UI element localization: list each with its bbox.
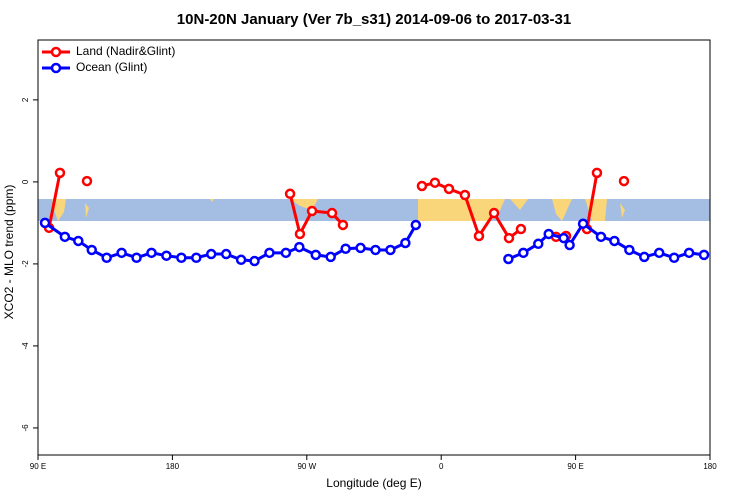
- data-point: [264, 247, 275, 259]
- data-point: [533, 238, 544, 250]
- data-point: [325, 251, 336, 263]
- data-point: [488, 207, 500, 219]
- data-point: [131, 252, 142, 264]
- data-point: [306, 205, 318, 217]
- data-point: [503, 232, 515, 244]
- data-point: [416, 180, 428, 192]
- legend-marker: [50, 46, 62, 58]
- data-point: [337, 219, 349, 231]
- data-point: [73, 235, 84, 247]
- data-point: [618, 175, 630, 187]
- x-tick-label: 180: [703, 462, 717, 471]
- data-point: [639, 251, 650, 263]
- data-point: [161, 250, 172, 261]
- data-point: [355, 242, 366, 254]
- x-tick-label: 0: [439, 462, 444, 471]
- data-point: [518, 247, 529, 259]
- data-point: [698, 249, 710, 261]
- data-point: [624, 244, 635, 256]
- legend-label: Land (Nadir&Glint): [76, 44, 175, 58]
- data-point: [558, 232, 569, 244]
- data-point: [459, 189, 471, 201]
- y-axis-label: XCO2 - MLO trend (ppm): [2, 185, 16, 320]
- data-point: [591, 167, 603, 179]
- data-point: [443, 183, 455, 195]
- data-point: [81, 175, 93, 187]
- data-point: [473, 230, 485, 242]
- data-point: [595, 231, 607, 243]
- legend-marker: [50, 62, 62, 74]
- data-point: [410, 219, 422, 231]
- data-point: [340, 243, 351, 254]
- y-tick-label: -2: [21, 260, 30, 268]
- data-point: [280, 247, 292, 259]
- data-point: [653, 247, 665, 259]
- x-tick-label: 90 E: [567, 462, 583, 471]
- data-point: [310, 249, 322, 261]
- data-point: [503, 253, 514, 265]
- data-point: [176, 252, 187, 264]
- data-point: [515, 223, 527, 235]
- data-point: [39, 217, 51, 229]
- data-point: [683, 247, 695, 259]
- data-point: [400, 237, 411, 249]
- y-tick-label: 0: [21, 179, 30, 184]
- chart-title: 10N-20N January (Ver 7b_s31) 2014-09-06 …: [177, 11, 571, 28]
- data-point: [294, 228, 306, 240]
- data-point: [205, 248, 217, 260]
- x-tick-label: 90 E: [30, 462, 46, 471]
- plot-frame: [37, 39, 711, 456]
- data-point: [543, 228, 554, 240]
- data-point: [564, 239, 575, 251]
- y-tick-label: -4: [21, 342, 30, 350]
- data-point: [235, 254, 247, 266]
- data-point: [668, 252, 680, 264]
- data-point: [609, 235, 620, 247]
- y-tick-label: 2: [21, 97, 30, 102]
- data-point: [220, 248, 232, 260]
- data-point: [249, 255, 260, 267]
- x-tick-label: 90 W: [297, 462, 316, 471]
- series-line: [44, 221, 705, 263]
- data-point: [326, 207, 338, 219]
- data-point: [370, 244, 381, 256]
- x-tick-label: 180: [166, 462, 180, 471]
- data-point: [294, 241, 305, 253]
- data-point: [191, 252, 202, 264]
- data-point: [116, 247, 127, 259]
- data-point: [385, 244, 396, 256]
- data-point: [577, 218, 589, 229]
- data-point: [146, 247, 157, 259]
- land-mask: [38, 199, 710, 221]
- legend-label: Ocean (Glint): [76, 60, 147, 74]
- data-point: [284, 188, 296, 200]
- y-tick-label: -6: [21, 424, 30, 432]
- data-point: [101, 252, 112, 264]
- data-point: [54, 167, 66, 179]
- data-point: [429, 177, 441, 188]
- data-point: [86, 244, 98, 256]
- data-point: [59, 231, 71, 243]
- x-axis-label: Longitude (deg E): [326, 476, 421, 490]
